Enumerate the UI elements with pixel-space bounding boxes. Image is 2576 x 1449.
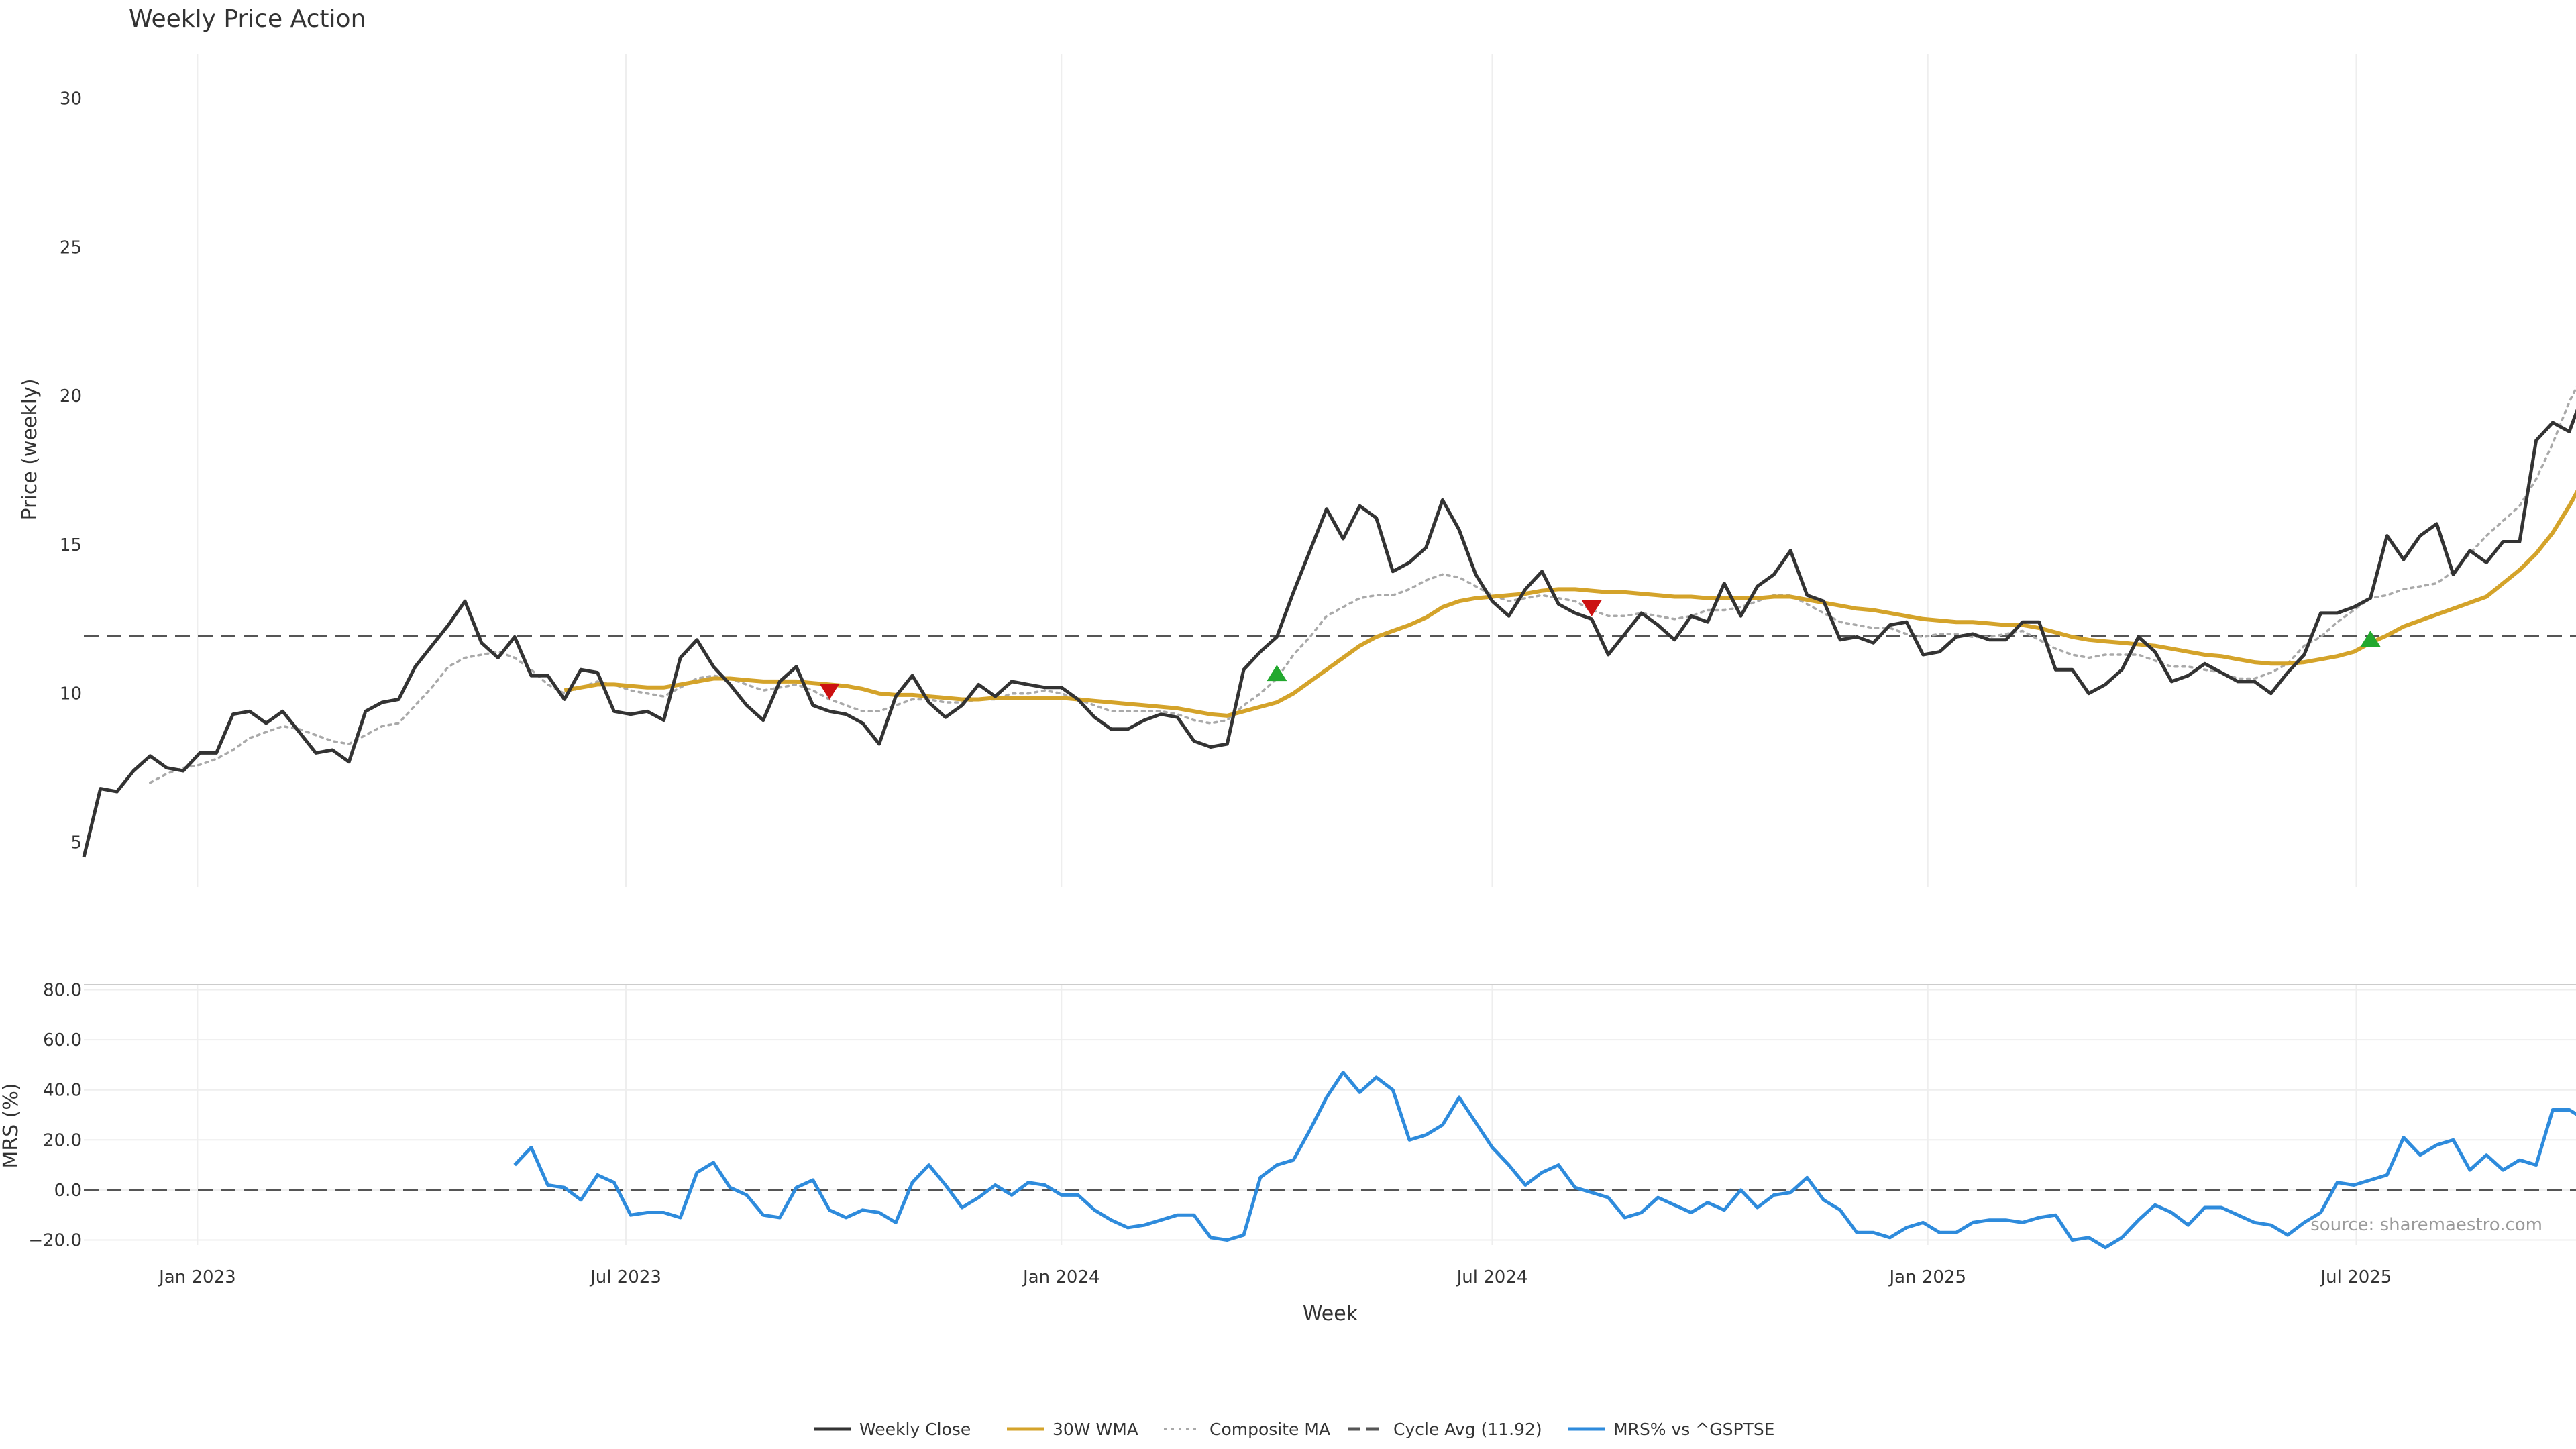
sell-signal-marker [1581, 600, 1602, 616]
legend-label: 30W WMA [1053, 1419, 1138, 1439]
sell-signal-marker [819, 684, 840, 700]
chart-title: Weekly Price Action [129, 5, 366, 33]
legend-item: Composite MA [1164, 1419, 1330, 1439]
mrs-panel [84, 1071, 2576, 1250]
x-tick-label: Jul 2025 [2320, 1267, 2392, 1287]
price-y-tick-label: 10 [60, 684, 82, 704]
legend-item: Weekly Close [814, 1419, 971, 1439]
weekly-close-line [82, 409, 2576, 858]
legend-item: 30W WMA [1007, 1419, 1138, 1439]
x-tick-label: Jan 2024 [1022, 1267, 1100, 1287]
mrs-y-tick-label: 80.0 [43, 980, 82, 1000]
price-y-tick-label: 25 [60, 237, 82, 258]
buy-signal-marker [1267, 665, 1287, 682]
x-tick-label: Jul 2024 [1456, 1267, 1528, 1287]
x-axis-title: Week [1303, 1302, 1358, 1326]
mrs-line [513, 1071, 2576, 1250]
legend-item: Cycle Avg (11.92) [1348, 1419, 1542, 1439]
mrs-y-tick-label: −20.0 [28, 1231, 82, 1251]
x-tick-label: Jan 2023 [158, 1267, 236, 1287]
price-y-tick-label: 20 [60, 386, 82, 407]
price-panel [82, 386, 2576, 858]
legend-label: Weekly Close [859, 1419, 971, 1439]
price-y-tick-label: 15 [60, 535, 82, 555]
wma-30w-line [564, 490, 2576, 718]
legend-label: MRS% vs ^GSPTSE [1613, 1419, 1774, 1439]
mrs-y-tick-label: 0.0 [54, 1181, 82, 1201]
legend-item: MRS% vs ^GSPTSE [1568, 1419, 1774, 1439]
mrs-y-tick-label: 40.0 [43, 1081, 82, 1101]
x-tick-label: Jul 2023 [589, 1267, 661, 1287]
mrs-y-tick-label: 20.0 [43, 1130, 82, 1150]
buy-signal-marker [2360, 631, 2381, 647]
legend-label: Cycle Avg (11.92) [1393, 1419, 1542, 1439]
price-y-tick-label: 5 [70, 833, 82, 853]
mrs-axis-title: MRS (%) [0, 1083, 23, 1168]
legend-label: Composite MA [1210, 1419, 1330, 1439]
price-axis-title: Price (weekly) [18, 378, 42, 520]
x-tick-label: Jan 2025 [1888, 1267, 1966, 1287]
price-y-tick-label: 30 [60, 89, 82, 109]
source-note: source: sharemaestro.com [2310, 1215, 2542, 1235]
mrs-y-tick-label: 60.0 [43, 1030, 82, 1051]
legend: Weekly Close 30W WMA Composite MA Cycle Avg… [814, 1419, 1774, 1439]
